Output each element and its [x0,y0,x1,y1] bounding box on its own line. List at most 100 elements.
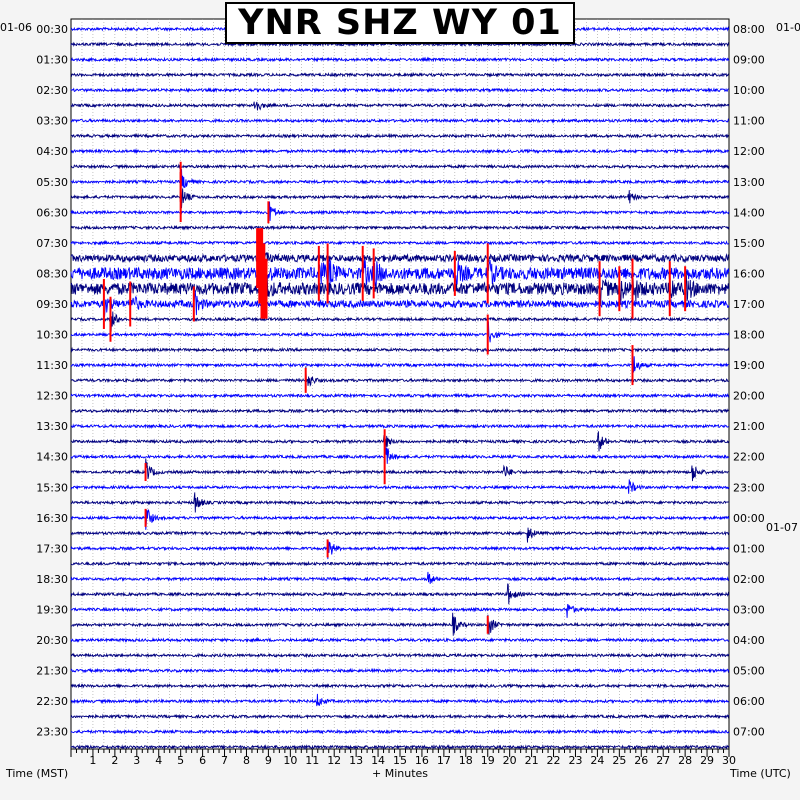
x-tick-label: 10 [283,754,297,767]
x-tick-label: 25 [612,754,626,767]
row-label-right: 21:00 [733,420,765,433]
row-label-right: 14:00 [733,206,765,219]
row-label-left: 09:30 [36,298,68,311]
row-label-right: 09:00 [733,54,765,67]
row-label-left: 12:30 [36,390,68,403]
x-tick-label: 27 [656,754,670,767]
row-label-right: 08:00 [733,23,765,36]
trace-line [70,346,730,353]
x-tick-label: 20 [503,754,517,767]
trace-line [70,571,730,584]
x-tick-label: 18 [459,754,473,767]
date-right-mid-label: 01-07 [766,521,798,534]
x-tick-label: 8 [243,754,250,767]
x-tick-label: 29 [700,754,714,767]
row-label-left: 22:30 [36,695,68,708]
trace-line [70,407,729,414]
trace-line [70,637,730,644]
x-tick-label: 15 [393,754,407,767]
x-tick-label: 30 [722,754,736,767]
x-tick-label: 5 [177,754,184,767]
row-label-left: 13:30 [36,420,68,433]
row-label-right: 19:00 [733,359,765,372]
trace-line [70,320,730,343]
x-tick-label: 24 [590,754,604,767]
row-label-left: 20:30 [36,634,68,647]
date-right-top-label: 01-06 [776,21,800,34]
row-label-left: 03:30 [36,115,68,128]
trace-line [70,728,730,735]
trace-line [70,117,730,124]
x-tick-label: 11 [305,754,319,767]
trace-line [70,311,730,332]
x-tick-label: 2 [111,754,118,767]
trace-line [70,56,730,63]
trace-line [70,249,730,264]
row-label-right: 16:00 [733,267,765,280]
x-tick-label: 17 [437,754,451,767]
row-label-left: 05:30 [36,176,68,189]
x-tick-label: 21 [525,754,539,767]
row-label-right: 18:00 [733,329,765,342]
x-axis-label: + Minutes [372,767,429,780]
x-tick-label: 1 [89,754,96,767]
y-axis-label-right: Time (UTC) [730,767,791,780]
row-label-right: 10:00 [733,84,765,97]
trace-line [70,132,730,139]
row-label-left: 19:30 [36,604,68,617]
trace-line [70,431,730,452]
x-tick-label: 13 [349,754,363,767]
row-label-left: 18:30 [36,573,68,586]
x-tick-label: 9 [265,754,272,767]
row-label-right: 04:00 [733,634,765,647]
row-label-right: 11:00 [733,115,765,128]
row-label-left: 00:30 [36,23,68,36]
row-label-left: 02:30 [36,84,68,97]
row-label-left: 14:30 [36,451,68,464]
x-tick-label: 14 [371,754,385,767]
row-label-left: 08:30 [36,267,68,280]
row-label-right: 15:00 [733,237,765,250]
trace-line [70,652,730,659]
trace-line [70,583,730,605]
row-label-left: 11:30 [36,359,68,372]
trace-line [70,713,730,720]
row-label-left: 10:30 [36,329,68,342]
trace-line [70,603,730,618]
row-label-left: 07:30 [36,237,68,250]
trace-line [70,667,730,674]
row-label-right: 01:00 [733,542,765,555]
trace-line [70,479,730,494]
trace-line [70,458,729,482]
x-tick-label: 22 [547,754,561,767]
row-label-left: 01:30 [36,54,68,67]
row-label-left: 15:30 [36,481,68,494]
row-label-right: 02:00 [733,573,765,586]
row-label-right: 17:00 [733,298,765,311]
trace-line [70,508,730,530]
row-label-right: 00:00 [733,512,765,525]
row-label-right: 20:00 [733,390,765,403]
row-label-left: 04:30 [36,145,68,158]
row-label-right: 12:00 [733,145,765,158]
trace-line [70,527,730,543]
trace-line [70,743,730,751]
x-tick-label: 4 [155,754,162,767]
x-tick-label: 28 [678,754,692,767]
x-tick-label: 7 [221,754,228,767]
trace-line [70,87,729,94]
row-label-right: 22:00 [733,451,765,464]
x-tick-label: 26 [634,754,648,767]
x-tick-label: 19 [481,754,495,767]
x-tick-label: 16 [415,754,429,767]
trace-line [70,492,729,513]
trace-line [70,392,730,399]
trace-line [70,693,730,707]
trace-line [70,366,729,387]
x-tick-label: 12 [327,754,341,767]
trace-line [70,612,730,636]
y-axis-label-left: Time (MST) [6,767,69,780]
row-label-right: 13:00 [733,176,765,189]
trace-line [70,541,730,560]
